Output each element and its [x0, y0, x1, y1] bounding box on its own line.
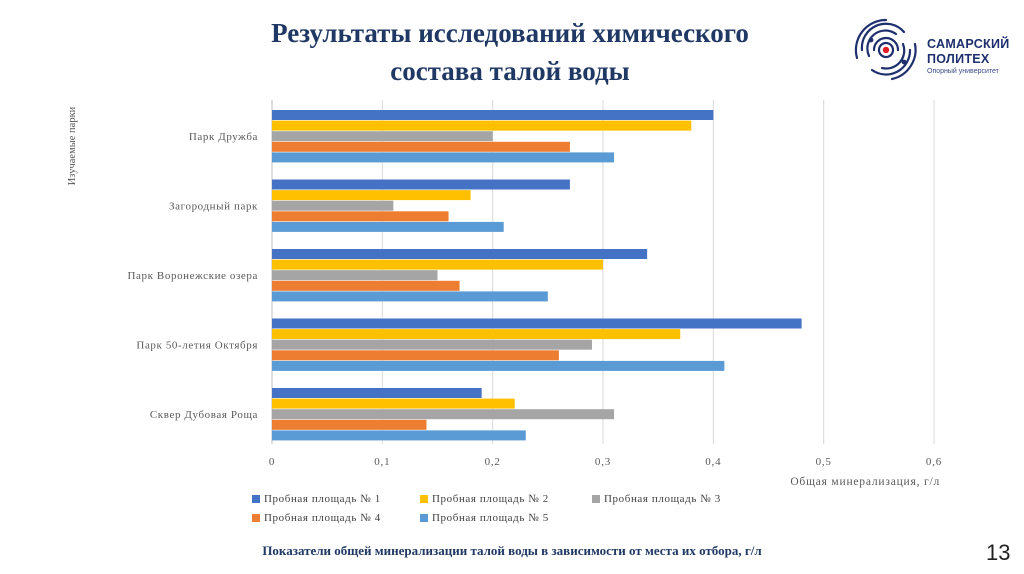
bar: [272, 120, 692, 131]
x-tick-label: 0,1: [374, 456, 390, 468]
bar: [272, 179, 570, 190]
bar: [272, 141, 570, 152]
bar: [272, 388, 482, 398]
legend-swatch: [420, 514, 428, 522]
legend-label: Пробная площадь № 1: [264, 493, 381, 505]
bar: [272, 280, 460, 291]
legend-swatch: [252, 514, 260, 522]
legend-label: Пробная площадь № 3: [604, 493, 721, 505]
logo-text-line3: Опорный университет: [927, 68, 999, 75]
bar: [272, 190, 471, 201]
category-label: Парк Воронежские озера: [128, 270, 258, 282]
university-logo-icon: [854, 18, 917, 81]
bar: [272, 430, 526, 441]
bar: [272, 221, 504, 232]
bar: [272, 200, 394, 211]
legend-swatch: [420, 495, 428, 503]
category-label: Парк Дружба: [189, 131, 258, 143]
x-axis-title: Общая минерализация, г/л: [790, 476, 940, 488]
bar: [272, 350, 559, 361]
category-label: Сквер Дубовая Роща: [150, 409, 258, 421]
y-axis-title: Изучаемые парки: [67, 106, 78, 185]
bar: [272, 419, 427, 430]
bar: [272, 329, 681, 340]
slide-title-line2: состава талой воды: [390, 56, 630, 86]
x-tick-label: 0,4: [705, 456, 721, 468]
legend-swatch: [252, 495, 260, 503]
bar: [272, 360, 725, 371]
slide-title: Результаты исследований химического сост…: [210, 14, 810, 90]
bar: [272, 339, 592, 350]
bar: [272, 318, 802, 329]
bar: [272, 398, 515, 409]
legend-label: Пробная площадь № 5: [432, 512, 549, 524]
page-number: 13: [986, 540, 1011, 565]
bar: [272, 152, 615, 163]
legend-label: Пробная площадь № 4: [264, 512, 381, 524]
logo-text-line2: ПОЛИТЕХ: [927, 52, 990, 66]
logo-text-line1: САМАРСКИЙ: [927, 37, 1010, 51]
x-tick-label: 0: [269, 456, 275, 468]
x-tick-label: 0,3: [595, 456, 611, 468]
bar: [272, 249, 648, 259]
bar: [272, 259, 603, 270]
chart-caption: Показатели общей минерализации талой вод…: [262, 543, 762, 558]
bar: [272, 270, 438, 281]
category-label: Загородный парк: [169, 201, 258, 213]
slide-title-line1: Результаты исследований химического: [271, 18, 749, 48]
bar: [272, 131, 493, 142]
legend-swatch: [592, 495, 600, 503]
x-tick-label: 0,5: [816, 456, 832, 468]
category-label: Парк 50-летия Октября: [136, 340, 258, 352]
bar: [272, 291, 548, 302]
x-tick-label: 0,2: [485, 456, 501, 468]
x-tick-label: 0,6: [926, 456, 942, 468]
bar: [272, 110, 714, 120]
legend-label: Пробная площадь № 2: [432, 493, 549, 505]
bar: [272, 211, 449, 222]
bar: [272, 409, 615, 420]
